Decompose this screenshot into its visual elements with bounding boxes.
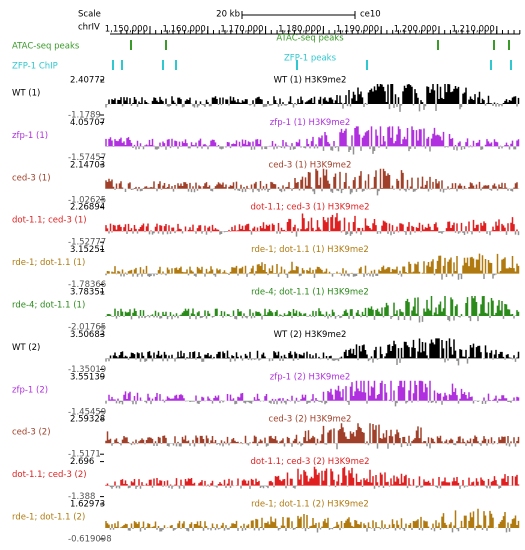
track-title: dot-1.1; ced-3 (1) H3K9me2: [251, 203, 370, 213]
track-max: 2.59328: [70, 415, 105, 425]
track-max: 3.50683: [70, 330, 105, 340]
signal-negative: [105, 358, 517, 366]
track-max: 3.15251: [70, 245, 105, 255]
track-min: -1.45459: [68, 407, 106, 417]
signal-negative: [105, 400, 517, 407]
ruler-label: 1,200,000: [394, 25, 437, 35]
track-title: zfp-1 (1) H3K9me2: [270, 118, 350, 128]
track-label: rde-1; dot-1.1 (2): [12, 513, 85, 523]
peak: [121, 60, 123, 70]
chromosome: chrIV: [78, 23, 100, 33]
peak: [165, 40, 167, 50]
track-title: WT (1) H3K9me2: [274, 76, 347, 86]
track-label: zfp-1 (1): [12, 131, 48, 141]
track-max: 2.26894: [70, 203, 105, 213]
track-min: -1.57457: [68, 153, 106, 163]
track-label: zfp-1 (2): [12, 385, 48, 395]
track-title: rde-1; dot-1.1 (2) H3K9me2: [251, 500, 369, 510]
annotation-label: ZFP-1 ChIP: [12, 62, 58, 72]
peak: [112, 60, 114, 70]
peak: [437, 40, 439, 50]
track-label: WT (1): [12, 89, 40, 99]
track-min: -1.5171: [68, 450, 101, 460]
signal-negative: [105, 273, 497, 280]
annotation-title: ZFP-1 peaks: [284, 54, 337, 64]
track-label: dot-1.1; ced-3 (1): [12, 216, 87, 226]
peak: [508, 40, 510, 50]
peak: [175, 60, 177, 70]
track-title: zfp-1 (2) H3K9me2: [270, 372, 350, 382]
signal-negative: [108, 231, 520, 237]
peak: [493, 40, 495, 50]
signal-positive: [105, 213, 518, 232]
track-min: -1.02625: [68, 195, 106, 205]
track-label: rde-1; dot-1.1 (1): [12, 258, 85, 268]
peak: [510, 60, 512, 70]
track-title: ced-3 (1) H3K9me2: [269, 160, 352, 170]
track-title: ced-3 (2) H3K9me2: [269, 415, 352, 425]
signal-negative: [109, 485, 515, 489]
track-max: 3.78351: [70, 288, 105, 298]
ruler-label: 1,170,000: [220, 25, 263, 35]
signal-positive: [108, 84, 520, 104]
track-max: 2.40772: [70, 76, 105, 86]
track-max: 3.55139: [70, 372, 105, 382]
ruler-label: 1,150,000: [105, 25, 148, 35]
track-min: -1.52777: [68, 238, 106, 248]
signal-negative: [111, 443, 517, 450]
signal-positive: [109, 338, 520, 359]
assembly: ce10: [360, 10, 381, 20]
track-min: -1.1789: [68, 111, 101, 121]
signal-positive: [105, 168, 520, 189]
track-label: rde-4; dot-1.1 (1): [12, 301, 85, 311]
track-label: dot-1.1; ced-3 (2): [12, 470, 87, 480]
track-max: 2.696: [70, 457, 94, 467]
annotation-label: ATAC-seq peaks: [12, 42, 80, 52]
track-title: WT (2) H3K9me2: [274, 330, 347, 340]
peak: [130, 40, 132, 50]
ruler-label: 1,160,000: [163, 25, 206, 35]
track-label: ced-3 (2): [12, 428, 51, 438]
signal-negative: [106, 146, 517, 155]
peak: [366, 60, 368, 70]
signal-positive: [108, 380, 520, 401]
ruler-label: 1,210,000: [452, 25, 495, 35]
signal-positive: [105, 423, 520, 444]
peak: [296, 60, 298, 70]
track-min: -1.35019: [68, 365, 106, 375]
track-min: -2.01765: [68, 323, 106, 333]
scale-length: 20 kb: [216, 10, 240, 20]
signal-positive: [106, 296, 520, 316]
peak: [162, 60, 164, 70]
track-max: 2.14703: [70, 160, 105, 170]
track-title: rde-4; dot-1.1 (1) H3K9me2: [251, 288, 369, 298]
signal-negative: [105, 104, 518, 112]
signal-positive: [106, 253, 520, 274]
peak: [490, 60, 492, 70]
track-title: dot-1.1; ced-3 (2) H3K9me2: [251, 457, 370, 467]
track-max: 1.62973: [70, 500, 105, 510]
signal-positive: [105, 466, 520, 486]
track-min: -0.619098: [68, 535, 112, 545]
signal-positive: [105, 126, 520, 147]
signal-negative: [114, 188, 514, 196]
track-min: -1.78366: [68, 280, 106, 290]
ruler-label: 1,190,000: [336, 25, 379, 35]
signal-negative: [109, 528, 511, 533]
signal-negative: [105, 316, 515, 323]
scale-label: Scale: [78, 10, 101, 20]
annotation-title: ATAC-seq peaks: [276, 34, 344, 44]
signal-positive: [105, 508, 520, 528]
track-max: 4.05707: [70, 118, 105, 128]
track-min: -1.388: [68, 492, 95, 502]
track-title: rde-1; dot-1.1 (1) H3K9me2: [251, 245, 369, 255]
ruler-label: 1,180,000: [278, 25, 321, 35]
track-label: ced-3 (1): [12, 173, 51, 183]
track-label: WT (2): [12, 343, 40, 353]
